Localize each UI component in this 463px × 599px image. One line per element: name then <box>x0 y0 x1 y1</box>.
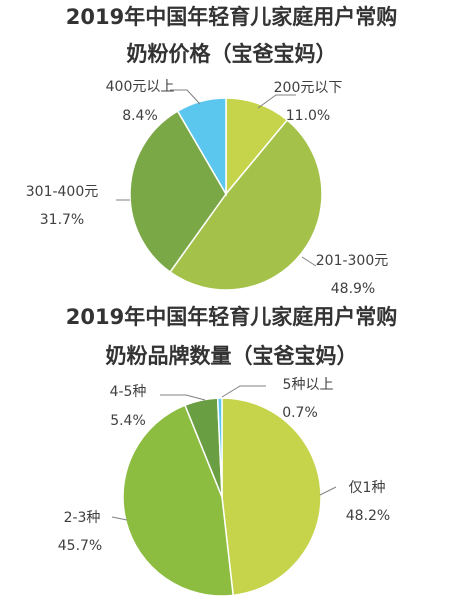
slice-value-201-300: 48.9% <box>331 281 375 297</box>
brand-leader-lines <box>111 385 337 521</box>
price-pie-svg: 200元以下 11.0% 201-300元 48.9% 301-400元 31.… <box>26 79 389 297</box>
chart-title-line-1: 2019年中国年轻育儿家庭用户常购 <box>65 305 398 329</box>
leader-line-200 <box>257 94 296 109</box>
chart-title-line-2: 奶粉品牌数量（宝爸宝妈） <box>105 344 358 368</box>
price-slice-0 <box>225 97 289 197</box>
price-pie-slices <box>129 97 323 291</box>
price-pie-chart: 2019年中国年轻育儿家庭用户常购 奶粉价格（宝爸宝妈） 200元以下 11.0… <box>26 5 398 297</box>
slice-value-301-400: 31.7% <box>40 212 84 228</box>
leader-line-5plus <box>221 385 266 398</box>
leader-line-400plus <box>170 89 201 105</box>
slice-label-4-5: 4-5种 <box>110 384 147 400</box>
brand-count-pie-svg: 5种以上 0.7% 仅1种 48.2% 2-3种 45.7% 4-5种 5.4% <box>58 377 390 597</box>
price-slice-1 <box>169 118 323 291</box>
brand-slice-0 <box>221 397 322 597</box>
price-slice-3 <box>176 97 227 197</box>
price-leader-lines <box>116 89 317 267</box>
slice-label-400plus: 400元以上 <box>106 79 175 95</box>
slice-value-200: 11.0% <box>286 108 330 124</box>
leader-line-2-3 <box>111 516 128 521</box>
brand-slice-1 <box>122 404 234 597</box>
leader-line-4-5 <box>160 394 206 401</box>
chart-title-line-1: 2019年中国年轻育儿家庭用户常购 <box>65 5 398 29</box>
brand-count-pie-chart: 2019年中国年轻育儿家庭用户常购 奶粉品牌数量（宝爸宝妈） 5种以上 0.7%… <box>0 300 463 599</box>
slice-label-2-3: 2-3种 <box>64 510 101 526</box>
slice-label-201-300: 201-300元 <box>316 253 389 269</box>
slice-label-301-400: 301-400元 <box>26 184 99 200</box>
slice-value-2-3: 45.7% <box>58 538 102 554</box>
slice-value-4-5: 5.4% <box>110 413 146 429</box>
slice-label-200: 200元以下 <box>274 80 343 96</box>
leader-line-only1 <box>319 486 337 496</box>
cropped-footer-strip <box>0 592 463 599</box>
chart-title-line-2: 奶粉价格（宝爸宝妈） <box>126 42 337 66</box>
brand-slice-3 <box>216 397 223 498</box>
leader-line-201-300 <box>301 256 317 267</box>
slice-label-5plus: 5种以上 <box>283 377 334 393</box>
brand-count-pie-slices <box>122 397 322 597</box>
price-slice-2 <box>129 110 227 274</box>
slice-value-5plus: 0.7% <box>282 405 318 421</box>
slice-value-400plus: 8.4% <box>122 108 158 124</box>
slice-value-only1: 48.2% <box>346 508 390 524</box>
slice-label-only1: 仅1种 <box>349 480 386 496</box>
